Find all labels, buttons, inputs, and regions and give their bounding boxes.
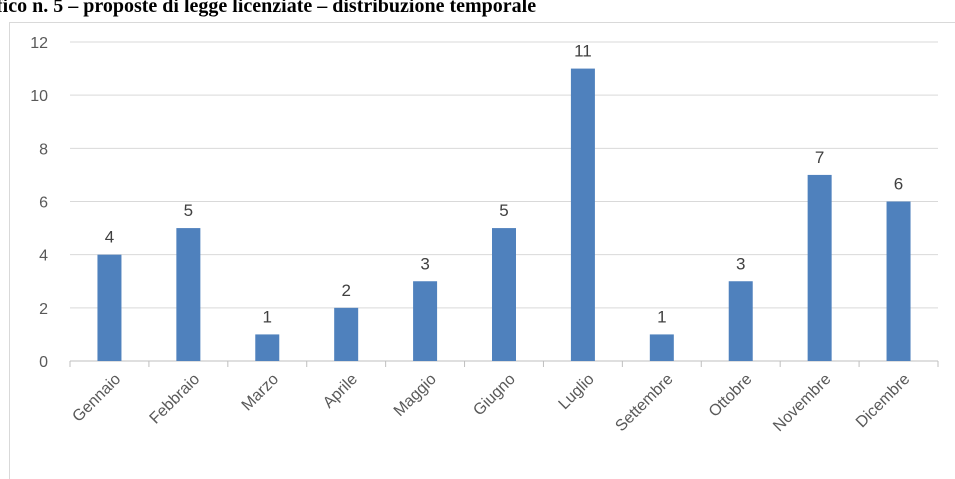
y-tick-label: 8: [39, 141, 48, 158]
y-tick-label: 0: [39, 354, 48, 371]
category-label: Marzo: [239, 371, 283, 415]
category-label: Ottobre: [706, 371, 756, 421]
y-tick-label: 6: [39, 195, 48, 212]
data-label: 3: [736, 254, 745, 273]
category-label: Giugno: [470, 371, 519, 420]
data-label: 1: [263, 307, 272, 326]
category-label: Febbraio: [147, 371, 204, 428]
data-label: 7: [815, 148, 824, 167]
data-label: 11: [574, 42, 592, 61]
chart-frame: [9, 22, 955, 479]
data-label: 1: [657, 307, 666, 326]
category-label: Dicembre: [853, 371, 914, 432]
bar-febbraio: [176, 228, 201, 361]
y-tick-label: 2: [39, 301, 48, 318]
data-label: 3: [420, 254, 429, 273]
category-label: Settembre: [612, 371, 676, 435]
bar-dicembre: [886, 201, 911, 361]
bar-novembre: [807, 174, 832, 361]
data-label: 5: [499, 201, 508, 220]
category-label: Luglio: [556, 371, 598, 413]
chart-title: afico n. 5 – proposte di legge licenziat…: [0, 0, 537, 17]
bar-luglio: [570, 68, 595, 361]
bar-settembre: [649, 334, 674, 361]
bar-aprile: [334, 307, 359, 361]
data-label: 5: [184, 201, 193, 220]
bar-marzo: [255, 334, 280, 361]
category-label: Maggio: [391, 371, 440, 420]
bar-maggio: [413, 281, 438, 361]
category-label: Aprile: [320, 371, 361, 412]
y-tick-label: 12: [30, 35, 48, 52]
data-label: 2: [341, 281, 350, 300]
y-tick-label: 4: [39, 248, 48, 265]
category-label: Gennaio: [69, 371, 124, 426]
data-label: 4: [105, 228, 114, 247]
y-tick-label: 10: [30, 88, 48, 105]
category-label: Novembre: [770, 371, 834, 435]
data-label: 6: [894, 175, 903, 194]
bar-gennaio: [97, 254, 122, 361]
bar-giugno: [492, 228, 516, 361]
bar-ottobre: [728, 281, 753, 361]
